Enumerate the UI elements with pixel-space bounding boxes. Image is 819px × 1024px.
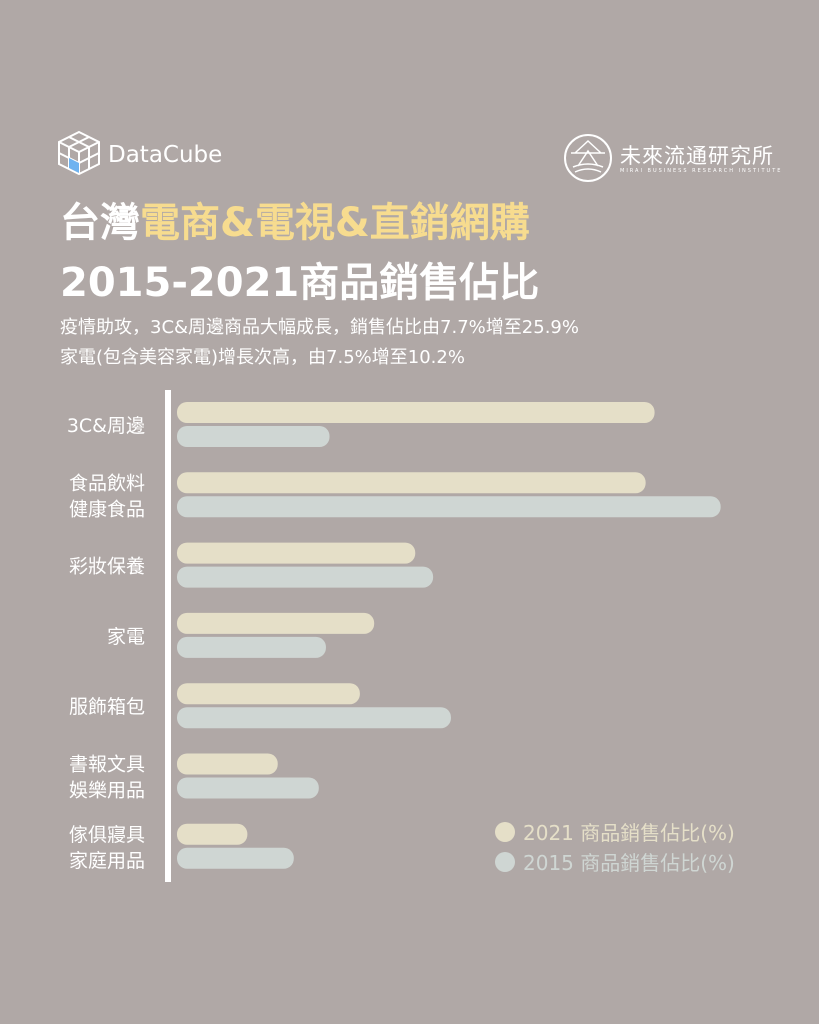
category-label: 3C&周邊 [67, 415, 145, 437]
bar-2015-2 [177, 566, 434, 588]
title-highlight: 電商&電視&直銷網購 [140, 200, 530, 246]
subtitle-line-2: 家電(包含美容家電)增長次高，由7.5%增至10.2% [60, 347, 465, 368]
title-prefix: 台灣 [60, 200, 140, 246]
bar-2015-5 [177, 777, 319, 799]
category-label: 家電 [107, 626, 145, 648]
partner-name: 未來流通研究所 [620, 144, 774, 168]
category-label: 健康食品 [69, 498, 145, 520]
legend-item-2021: 2021 商品銷售佔比(%) [495, 817, 735, 846]
y-axis-line [165, 390, 171, 882]
category-label: 家庭用品 [69, 850, 145, 872]
category-label: 彩妝保養 [69, 556, 145, 578]
subtitle-line-1: 疫情助攻，3C&周邊商品大幅成長，銷售佔比由7.7%增至25.9% [60, 317, 579, 338]
legend-label-2015: 2015 商品銷售佔比(%) [523, 851, 735, 875]
legend-label-2021: 2021 商品銷售佔比(%) [523, 821, 735, 845]
title-line-1: 台灣電商&電視&直銷網購 [60, 190, 530, 248]
bar-2021-6 [177, 823, 248, 845]
category-label: 服飾箱包 [69, 696, 145, 718]
bar-2015-4 [177, 707, 451, 729]
title-line-2: 2015-2021商品銷售佔比 [60, 260, 540, 306]
bar-2021-0 [177, 402, 655, 423]
bar-2015-1 [177, 496, 721, 518]
bar-2015-3 [177, 636, 326, 658]
bar-2015-0 [177, 426, 330, 447]
bar-2015-6 [177, 847, 294, 869]
bar-2021-2 [177, 542, 416, 564]
category-label: 書報文具 [69, 754, 145, 776]
category-label: 傢俱寢具 [69, 824, 145, 846]
circle-seal-icon [564, 134, 612, 182]
bar-2021-5 [177, 753, 278, 775]
bar-2021-1 [177, 472, 646, 494]
cube-grid-icon [58, 130, 100, 176]
bar-2021-4 [177, 683, 360, 705]
brand-name: DataCube [108, 142, 223, 168]
category-label: 食品飲料 [69, 472, 145, 494]
legend-swatch-2015 [495, 851, 515, 872]
partner-subtitle: MIRAI BUSINESS RESEARCH INSTITUTE [620, 168, 783, 174]
category-label: 娛樂用品 [69, 780, 145, 802]
legend-swatch-2021 [495, 821, 515, 842]
bar-2021-3 [177, 612, 375, 634]
legend-item-2015: 2015 商品銷售佔比(%) [495, 847, 735, 876]
